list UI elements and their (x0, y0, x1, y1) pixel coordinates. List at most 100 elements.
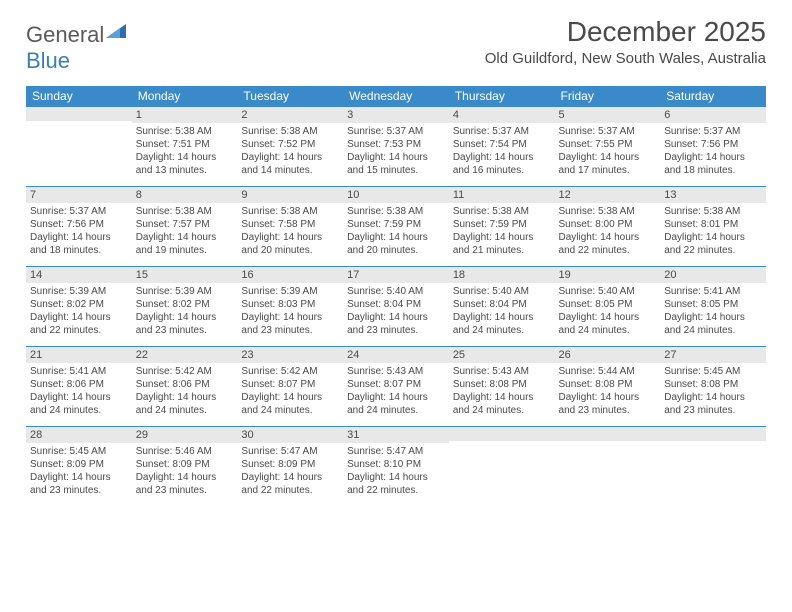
daylight-text: Daylight: 14 hours (241, 151, 339, 164)
daylight-text: and 13 minutes. (136, 164, 234, 177)
day-number: 25 (449, 346, 555, 363)
sunset-text: Sunset: 8:09 PM (241, 458, 339, 471)
daylight-text: and 23 minutes. (559, 404, 657, 417)
sunset-text: Sunset: 7:51 PM (136, 138, 234, 151)
logo-text-1: General (26, 22, 104, 47)
day-cell: 12Sunrise: 5:38 AMSunset: 8:00 PMDayligh… (555, 186, 661, 266)
daylight-text: and 24 minutes. (347, 404, 445, 417)
day-header: Sunday (26, 86, 132, 106)
calendar-table: SundayMondayTuesdayWednesdayThursdayFrid… (26, 86, 766, 506)
sunrise-text: Sunrise: 5:46 AM (136, 445, 234, 458)
sunset-text: Sunset: 8:00 PM (559, 218, 657, 231)
day-number: 26 (555, 346, 661, 363)
header: General Blue December 2025 Old Guildford… (0, 0, 792, 78)
day-cell: 14Sunrise: 5:39 AMSunset: 8:02 PMDayligh… (26, 266, 132, 346)
daylight-text: Daylight: 14 hours (664, 151, 762, 164)
day-cell: 2Sunrise: 5:38 AMSunset: 7:52 PMDaylight… (237, 106, 343, 186)
day-number: 12 (555, 186, 661, 203)
day-number: 10 (343, 186, 449, 203)
sunrise-text: Sunrise: 5:38 AM (136, 205, 234, 218)
daylight-text: and 14 minutes. (241, 164, 339, 177)
sunset-text: Sunset: 8:07 PM (241, 378, 339, 391)
day-cell: 7Sunrise: 5:37 AMSunset: 7:56 PMDaylight… (26, 186, 132, 266)
day-cell: 29Sunrise: 5:46 AMSunset: 8:09 PMDayligh… (132, 426, 238, 506)
day-cell: 8Sunrise: 5:38 AMSunset: 7:57 PMDaylight… (132, 186, 238, 266)
sunrise-text: Sunrise: 5:38 AM (347, 205, 445, 218)
daylight-text: Daylight: 14 hours (347, 311, 445, 324)
sunset-text: Sunset: 7:56 PM (664, 138, 762, 151)
daylight-text: Daylight: 14 hours (559, 151, 657, 164)
sunset-text: Sunset: 7:57 PM (136, 218, 234, 231)
sunrise-text: Sunrise: 5:41 AM (30, 365, 128, 378)
sunrise-text: Sunrise: 5:37 AM (347, 125, 445, 138)
daylight-text: and 22 minutes. (30, 324, 128, 337)
sunset-text: Sunset: 8:05 PM (664, 298, 762, 311)
day-cell: 21Sunrise: 5:41 AMSunset: 8:06 PMDayligh… (26, 346, 132, 426)
daylight-text: and 20 minutes. (347, 244, 445, 257)
sunset-text: Sunset: 7:52 PM (241, 138, 339, 151)
day-number: 5 (555, 106, 661, 123)
day-cell: 5Sunrise: 5:37 AMSunset: 7:55 PMDaylight… (555, 106, 661, 186)
sunset-text: Sunset: 7:59 PM (347, 218, 445, 231)
sunset-text: Sunset: 8:09 PM (136, 458, 234, 471)
daylight-text: Daylight: 14 hours (136, 151, 234, 164)
day-number: 24 (343, 346, 449, 363)
daylight-text: Daylight: 14 hours (347, 151, 445, 164)
empty-day (555, 426, 661, 441)
month-title: December 2025 (485, 16, 766, 48)
day-cell: 3Sunrise: 5:37 AMSunset: 7:53 PMDaylight… (343, 106, 449, 186)
daylight-text: and 22 minutes. (664, 244, 762, 257)
sunset-text: Sunset: 7:53 PM (347, 138, 445, 151)
daylight-text: Daylight: 14 hours (241, 471, 339, 484)
daylight-text: Daylight: 14 hours (30, 471, 128, 484)
day-cell: 20Sunrise: 5:41 AMSunset: 8:05 PMDayligh… (660, 266, 766, 346)
day-number: 19 (555, 266, 661, 283)
sunrise-text: Sunrise: 5:38 AM (453, 205, 551, 218)
daylight-text: and 22 minutes. (347, 484, 445, 497)
daylight-text: Daylight: 14 hours (30, 231, 128, 244)
sunrise-text: Sunrise: 5:42 AM (136, 365, 234, 378)
daylight-text: and 24 minutes. (453, 404, 551, 417)
daylight-text: and 23 minutes. (241, 324, 339, 337)
daylight-text: Daylight: 14 hours (241, 391, 339, 404)
sunrise-text: Sunrise: 5:40 AM (453, 285, 551, 298)
sunset-text: Sunset: 8:10 PM (347, 458, 445, 471)
day-number: 7 (26, 186, 132, 203)
sunrise-text: Sunrise: 5:39 AM (30, 285, 128, 298)
day-cell: 19Sunrise: 5:40 AMSunset: 8:05 PMDayligh… (555, 266, 661, 346)
sunset-text: Sunset: 8:05 PM (559, 298, 657, 311)
sunset-text: Sunset: 8:06 PM (30, 378, 128, 391)
sunset-text: Sunset: 8:01 PM (664, 218, 762, 231)
day-cell: 4Sunrise: 5:37 AMSunset: 7:54 PMDaylight… (449, 106, 555, 186)
sunrise-text: Sunrise: 5:39 AM (241, 285, 339, 298)
daylight-text: and 24 minutes. (136, 404, 234, 417)
sunset-text: Sunset: 8:07 PM (347, 378, 445, 391)
sunrise-text: Sunrise: 5:37 AM (559, 125, 657, 138)
day-cell: 25Sunrise: 5:43 AMSunset: 8:08 PMDayligh… (449, 346, 555, 426)
day-header: Saturday (660, 86, 766, 106)
day-number: 1 (132, 106, 238, 123)
sunrise-text: Sunrise: 5:37 AM (664, 125, 762, 138)
sunset-text: Sunset: 8:06 PM (136, 378, 234, 391)
week-row: 7Sunrise: 5:37 AMSunset: 7:56 PMDaylight… (26, 186, 766, 266)
day-cell (449, 426, 555, 506)
sunrise-text: Sunrise: 5:43 AM (347, 365, 445, 378)
day-header: Thursday (449, 86, 555, 106)
sunset-text: Sunset: 8:04 PM (347, 298, 445, 311)
day-number: 15 (132, 266, 238, 283)
daylight-text: and 15 minutes. (347, 164, 445, 177)
daylight-text: and 17 minutes. (559, 164, 657, 177)
daylight-text: Daylight: 14 hours (664, 391, 762, 404)
sunset-text: Sunset: 8:08 PM (453, 378, 551, 391)
sunrise-text: Sunrise: 5:47 AM (241, 445, 339, 458)
day-cell: 9Sunrise: 5:38 AMSunset: 7:58 PMDaylight… (237, 186, 343, 266)
daylight-text: Daylight: 14 hours (30, 391, 128, 404)
logo-triangle-icon (106, 24, 130, 42)
sunset-text: Sunset: 8:03 PM (241, 298, 339, 311)
empty-day (660, 426, 766, 441)
day-cell: 26Sunrise: 5:44 AMSunset: 8:08 PMDayligh… (555, 346, 661, 426)
location: Old Guildford, New South Wales, Australi… (485, 50, 766, 67)
day-number: 11 (449, 186, 555, 203)
sunset-text: Sunset: 7:56 PM (30, 218, 128, 231)
sunrise-text: Sunrise: 5:38 AM (559, 205, 657, 218)
